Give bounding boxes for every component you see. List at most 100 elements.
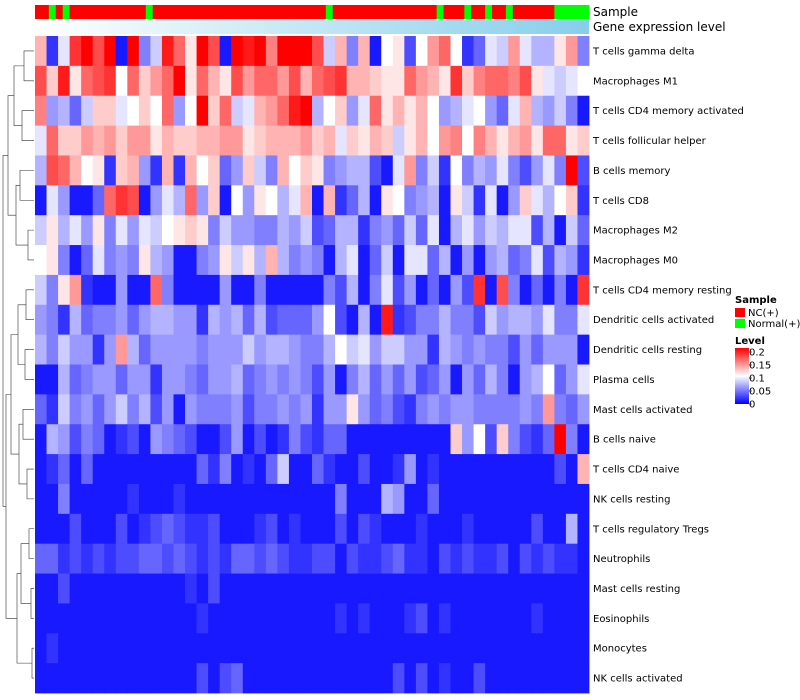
heatmap-cell [254, 36, 267, 67]
heatmap-cell [208, 36, 221, 67]
heatmap-cell [415, 215, 428, 246]
heatmap-cell [312, 394, 324, 425]
heatmap-cell [219, 424, 232, 455]
heatmap-cell [404, 543, 417, 574]
heatmap-cell [196, 483, 209, 515]
level-colorbar [735, 348, 749, 404]
heatmap-cell [335, 95, 348, 126]
heatmap-cell [300, 65, 313, 97]
sample-bar-segment [436, 5, 444, 19]
heatmap-cell [35, 245, 47, 276]
heatmap-cell [46, 663, 59, 694]
heatmap-cell [277, 513, 290, 545]
heatmap-cell [577, 513, 590, 545]
heatmap-cell [115, 603, 128, 634]
heatmap-cell [185, 364, 197, 395]
level-tick-label: 0 [749, 400, 755, 411]
heatmap-cell [565, 125, 578, 156]
heatmap-cell [369, 663, 382, 694]
heatmap-cell [381, 215, 394, 246]
heatmap-cell [265, 454, 278, 485]
heatmap-cell [404, 95, 417, 126]
heatmap-cell [346, 424, 359, 455]
heatmap-cell [473, 543, 486, 574]
heatmap-cell [404, 573, 417, 604]
heatmap-cell [185, 304, 197, 336]
sample-bar-segment [69, 5, 77, 19]
heatmap-cell [531, 364, 544, 395]
heatmap-cell [438, 663, 451, 694]
heatmap-cell [577, 36, 590, 67]
heatmap-cell [565, 394, 578, 425]
heatmap-cell [185, 36, 197, 67]
heatmap-cell [173, 454, 186, 485]
row-label: T cells CD4 memory activated [592, 106, 744, 117]
heatmap-cell [35, 573, 47, 604]
heatmap-cell [358, 364, 371, 395]
heatmap-cell [161, 36, 174, 67]
heatmap-cell [519, 394, 532, 425]
heatmap-cell [508, 245, 521, 276]
sample-bar-segment [498, 5, 507, 19]
heatmap-cell [196, 95, 209, 126]
heatmap-cell [265, 245, 278, 276]
heatmap-cell [219, 125, 232, 156]
heatmap-cell [496, 185, 509, 216]
heatmap-cell [242, 573, 255, 604]
heatmap-cell [196, 543, 209, 574]
heatmap-cell [542, 364, 555, 395]
heatmap-cell [185, 513, 197, 545]
heatmap-cell [58, 215, 71, 246]
heatmap-cell [265, 633, 278, 664]
heatmap-cell [138, 125, 151, 156]
heatmap-cell [473, 274, 486, 306]
heatmap-cell [415, 274, 428, 306]
heatmap-cell [323, 663, 336, 694]
heatmap-cell [138, 155, 151, 186]
heatmap-cell [173, 125, 186, 156]
heatmap-cell [427, 513, 440, 545]
heatmap-cell [554, 155, 567, 186]
heatmap-cell [46, 215, 59, 246]
heatmap-cell [508, 454, 521, 485]
sample-bar-segment [298, 5, 306, 19]
heatmap-cell [462, 304, 474, 336]
heatmap-cell [519, 543, 532, 574]
heatmap-cell [519, 513, 532, 545]
heatmap-cell [438, 573, 451, 604]
heatmap-cell [46, 424, 59, 455]
sample-bar-segment [533, 5, 541, 19]
heatmap-cell [115, 95, 128, 126]
row-label: Plasma cells [593, 375, 655, 386]
heatmap-cell [496, 334, 509, 365]
heatmap-cell [369, 573, 382, 604]
dendrogram-branch [25, 289, 34, 321]
heatmap-cell [462, 215, 474, 246]
heatmap-cell [577, 125, 590, 156]
heatmap-cell [508, 364, 521, 395]
heatmap-cell [208, 304, 221, 336]
sample-bar-segment [221, 5, 230, 19]
heatmap-cell [81, 633, 94, 664]
heatmap-cell [427, 274, 440, 306]
heatmap-cell [265, 483, 278, 515]
heatmap-cell [300, 95, 313, 126]
heatmap-cell [462, 394, 474, 425]
heatmap-cell [427, 334, 440, 365]
heatmap-cell [173, 185, 186, 216]
heatmap-cell [288, 215, 301, 246]
heatmap-cell [531, 513, 544, 545]
heatmap-cell [242, 65, 255, 97]
heatmap-cell [161, 573, 174, 604]
row-label: Mast cells resting [593, 584, 680, 595]
heatmap-cell [358, 155, 371, 186]
heatmap-cell [265, 394, 278, 425]
heatmap-cell [531, 394, 544, 425]
heatmap-cell [265, 424, 278, 455]
heatmap-cell [496, 513, 509, 545]
heatmap-cell [92, 155, 105, 186]
heatmap-cell [300, 215, 313, 246]
heatmap-cell [81, 155, 94, 186]
heatmap-cell [35, 394, 47, 425]
sample-bar-segment [374, 5, 382, 19]
